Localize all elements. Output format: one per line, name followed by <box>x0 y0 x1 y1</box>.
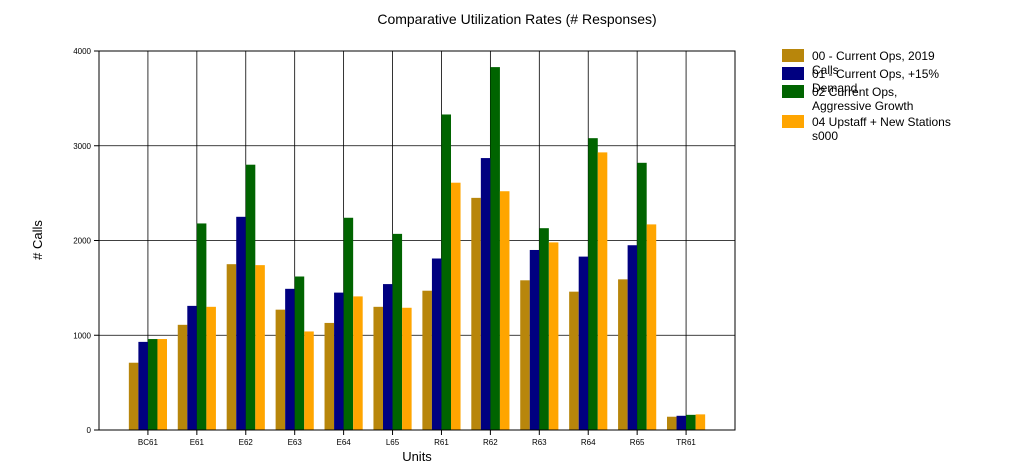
bar <box>343 217 354 430</box>
bar <box>236 216 246 430</box>
bar <box>480 158 491 430</box>
bar <box>695 414 706 430</box>
y-tick-label: 1000 <box>73 331 91 340</box>
bar <box>402 307 412 430</box>
bar <box>441 114 452 431</box>
bar <box>676 415 687 430</box>
chart-title: Comparative Utilization Rates (# Respons… <box>377 11 656 27</box>
bar <box>245 164 256 430</box>
bar <box>294 276 305 430</box>
legend-swatch <box>782 49 804 62</box>
x-tick-label: R61 <box>434 438 449 447</box>
bar <box>520 280 530 430</box>
x-tick-label: BC61 <box>138 438 159 447</box>
x-tick-label: R65 <box>630 438 645 447</box>
bar <box>471 197 481 430</box>
bar <box>285 288 295 430</box>
bar <box>255 265 265 430</box>
axes <box>94 50 736 435</box>
x-tick-label: R63 <box>532 438 547 447</box>
bar <box>618 279 628 430</box>
x-tick-label: E63 <box>288 438 303 447</box>
bar <box>627 245 638 430</box>
bar <box>451 182 461 430</box>
bar <box>597 152 608 430</box>
legend-entry: 04 Upstaff + New Stations s000 <box>812 115 951 143</box>
bar <box>353 296 363 430</box>
bar <box>196 223 207 430</box>
bar <box>157 339 168 430</box>
bar <box>666 416 677 430</box>
bar <box>539 228 549 430</box>
legend-swatch <box>782 67 804 80</box>
bar <box>548 242 559 430</box>
bars <box>128 67 706 431</box>
bar <box>226 264 237 430</box>
bar <box>177 324 188 430</box>
legend-swatch <box>782 85 804 98</box>
bar <box>431 258 442 430</box>
tick-labels: 0 1000 2000 3000 4000 BC61 E61 E62 E63 E64 L65 R61 R… <box>73 47 696 447</box>
legend-swatch <box>782 115 804 128</box>
x-tick-label: E62 <box>239 438 254 447</box>
legend-entry: 00 - Current Ops, 2019 Calls <box>812 49 935 77</box>
x-tick-label: R62 <box>483 438 498 447</box>
bar <box>422 290 432 430</box>
bar <box>206 306 216 430</box>
bar <box>637 162 647 430</box>
legend-entry: 01 - Current Ops, +15% Demand <box>812 67 939 95</box>
y-tick-label: 2000 <box>73 237 91 246</box>
bar <box>275 309 286 430</box>
bar <box>646 224 657 430</box>
y-axis-label: # Calls <box>30 220 45 260</box>
legend-entry: 02 Current Ops, Aggressive Growth <box>812 85 913 113</box>
y-tick-label: 3000 <box>73 142 91 151</box>
bar <box>588 138 598 431</box>
bar <box>128 362 139 430</box>
bar <box>392 233 403 430</box>
bar <box>382 284 393 430</box>
bar <box>138 341 148 430</box>
bar <box>373 306 383 430</box>
bar <box>529 249 540 430</box>
x-tick-label: E64 <box>336 438 351 447</box>
y-tick-label: 4000 <box>73 47 91 56</box>
bar <box>334 292 344 430</box>
x-tick-label: E61 <box>190 438 205 447</box>
bar <box>686 414 696 430</box>
bar <box>578 256 589 430</box>
bar <box>304 331 314 430</box>
bar <box>569 291 579 430</box>
x-tick-label: TR61 <box>676 438 696 447</box>
x-axis-label: Units <box>402 449 432 464</box>
x-tick-label: R64 <box>581 438 596 447</box>
bar <box>499 191 510 430</box>
bar <box>147 339 158 430</box>
bar <box>187 305 197 430</box>
bar <box>490 67 500 431</box>
y-tick-label: 0 <box>87 426 92 435</box>
bar <box>324 322 335 430</box>
x-tick-label: L65 <box>386 438 400 447</box>
